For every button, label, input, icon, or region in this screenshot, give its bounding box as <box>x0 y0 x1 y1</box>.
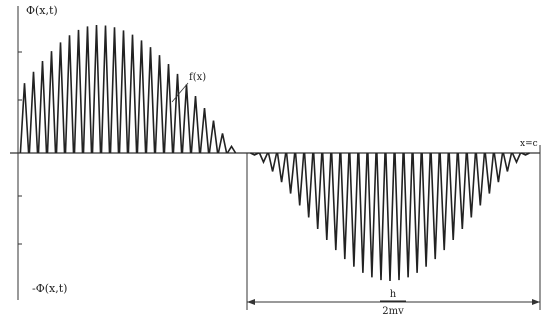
width-denominator: 2mv <box>382 306 404 317</box>
width-numerator: h <box>390 289 397 300</box>
upper-wave-lobe <box>19 24 237 154</box>
envelope-label: f(x) <box>189 72 206 83</box>
width-arrow-left <box>247 299 255 305</box>
width-arrow-right <box>532 299 540 305</box>
y-bottom-label: -Φ(x,t) <box>32 282 67 295</box>
y-axis-ticks <box>18 51 22 245</box>
x-end-label: x=c <box>520 139 538 149</box>
y-top-label: Φ(x,t) <box>26 4 58 17</box>
envelope-pointer <box>171 82 189 103</box>
lower-wave-lobe <box>250 152 530 282</box>
